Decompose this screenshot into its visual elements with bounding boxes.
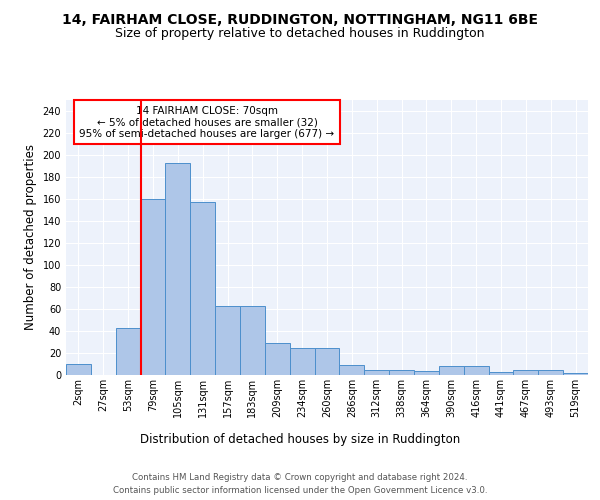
Bar (116, 328, 140, 375)
Bar (215, 306, 240, 375)
Bar (190, 202, 215, 375)
Bar (488, 372, 514, 375)
Bar (166, 162, 190, 375)
Text: Contains public sector information licensed under the Open Government Licence v3: Contains public sector information licen… (113, 486, 487, 495)
Bar (290, 348, 314, 375)
Bar (364, 370, 389, 375)
Bar (439, 366, 464, 375)
Bar (265, 343, 290, 375)
Bar (240, 306, 265, 375)
Bar (464, 366, 488, 375)
Bar (340, 365, 364, 375)
Y-axis label: Number of detached properties: Number of detached properties (24, 144, 37, 330)
Bar (538, 370, 563, 375)
Text: Distribution of detached houses by size in Ruddington: Distribution of detached houses by size … (140, 432, 460, 446)
Bar (389, 370, 414, 375)
Bar (563, 373, 588, 375)
Bar (314, 348, 340, 375)
Text: Contains HM Land Registry data © Crown copyright and database right 2024.: Contains HM Land Registry data © Crown c… (132, 472, 468, 482)
Text: 14 FAIRHAM CLOSE: 70sqm
← 5% of detached houses are smaller (32)
95% of semi-det: 14 FAIRHAM CLOSE: 70sqm ← 5% of detached… (79, 106, 335, 138)
Bar (66, 364, 91, 375)
Text: Size of property relative to detached houses in Ruddington: Size of property relative to detached ho… (115, 28, 485, 40)
Bar (414, 370, 439, 375)
Bar (140, 199, 166, 375)
Text: 14, FAIRHAM CLOSE, RUDDINGTON, NOTTINGHAM, NG11 6BE: 14, FAIRHAM CLOSE, RUDDINGTON, NOTTINGHA… (62, 12, 538, 26)
Bar (514, 370, 538, 375)
